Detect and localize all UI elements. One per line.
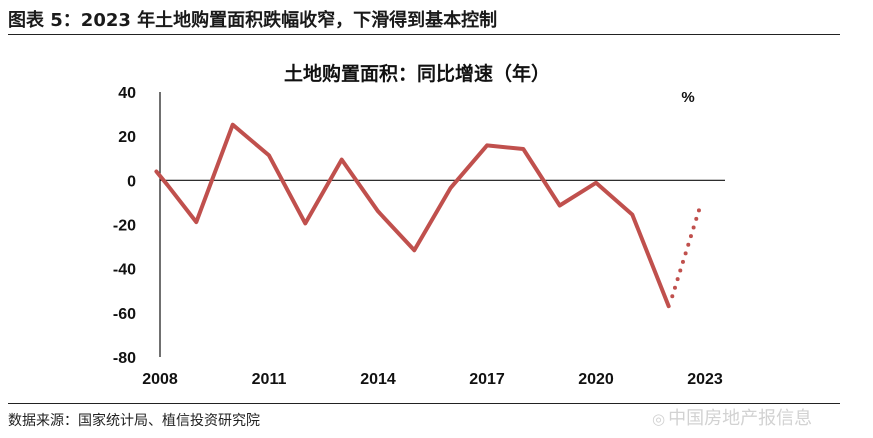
x-tick-labels: 2008 2011 2014 2017 2020 2023 bbox=[142, 371, 723, 388]
x-tick-label: 2017 bbox=[469, 371, 505, 388]
top-rule bbox=[8, 34, 840, 35]
series-group bbox=[154, 122, 704, 309]
y-tick-label: 0 bbox=[127, 173, 136, 190]
unit-label: % bbox=[681, 89, 694, 106]
x-tick-label: 2023 bbox=[687, 371, 723, 388]
y-tick-label: -40 bbox=[113, 262, 136, 279]
figure-title: 图表 5：2023 年土地购置面积跌幅收窄，下滑得到基本控制 bbox=[8, 10, 498, 31]
watermark: ◎ 中国房地产报信息 bbox=[652, 404, 812, 430]
y-tick-label: 40 bbox=[118, 85, 136, 102]
forecast-line bbox=[670, 200, 704, 299]
source-note: 数据来源：国家统计局、植信投资研究院 bbox=[8, 413, 260, 429]
series-line bbox=[154, 122, 671, 309]
watermark-text: 中国房地产报信息 bbox=[668, 408, 813, 429]
bottom-rule bbox=[8, 403, 840, 404]
chart-title: 土地购置面积：同比增速（年） bbox=[284, 62, 550, 85]
x-tick-label: 2014 bbox=[360, 371, 396, 388]
x-tick-label: 2011 bbox=[252, 371, 287, 388]
y-tick-label: -60 bbox=[113, 306, 136, 323]
weibo-icon: ◎ bbox=[652, 410, 666, 428]
y-tick-label: -80 bbox=[113, 350, 136, 367]
y-tick-labels: 40 20 0 -20 -40 -60 -80 bbox=[113, 85, 136, 367]
y-tick-label: -20 bbox=[113, 218, 136, 235]
x-tick-label: 2008 bbox=[142, 371, 178, 388]
x-tick-label: 2020 bbox=[578, 371, 614, 388]
y-tick-label: 20 bbox=[118, 129, 136, 146]
